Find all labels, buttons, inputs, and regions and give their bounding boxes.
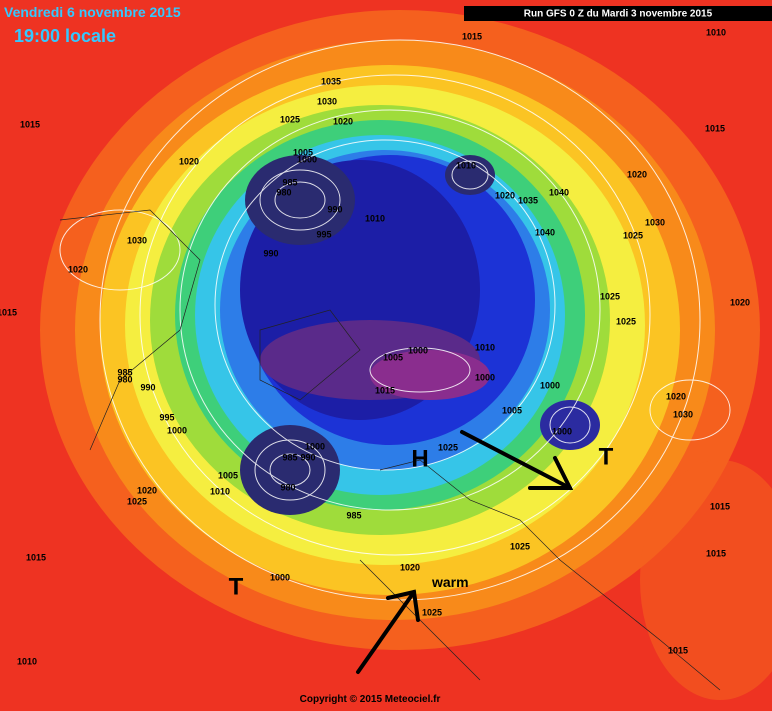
run-info: Run GFS 0 Z du Mardi 3 novembre 2015 <box>524 9 713 20</box>
isobar-label: 1000 <box>540 380 560 390</box>
isobar-label: 1000 <box>305 441 325 451</box>
isobar-label: 1035 <box>321 76 341 86</box>
isobar-label: 1000 <box>408 345 428 355</box>
low-marker: T <box>229 573 244 600</box>
isobar-label: 1025 <box>422 607 442 617</box>
isobar-label: 1030 <box>645 217 665 227</box>
date: Vendredi 6 novembre 2015 <box>4 4 181 20</box>
isobar-label: 1015 <box>706 548 726 558</box>
isobar-label: 1020 <box>400 562 420 572</box>
isobar-label: 1025 <box>127 496 147 506</box>
isobar-label: 1020 <box>627 169 647 179</box>
isobar-label: 1000 <box>297 154 317 164</box>
isobar-label: 1010 <box>210 486 230 496</box>
isobar-label: 1025 <box>438 442 458 452</box>
isobar-label: 995 <box>316 229 331 239</box>
isobar-label: 1040 <box>535 227 555 237</box>
isobar-label: 985 <box>346 510 361 520</box>
isobar-label: 1005 <box>218 470 238 480</box>
copyright: Copyright © 2015 Meteociel.fr <box>300 694 441 705</box>
isobar-label: 1015 <box>375 385 395 395</box>
isobar-label: 1000 <box>475 372 495 382</box>
isobar-label: 1035 <box>518 195 538 205</box>
isobar-label: 1000 <box>270 572 290 582</box>
isobar-label: 1020 <box>333 116 353 126</box>
isobar-label: 1025 <box>280 114 300 124</box>
isobar-label: 1005 <box>293 147 313 157</box>
isobar-label: 1005 <box>502 405 522 415</box>
pressure-fields <box>40 10 772 700</box>
isobar-label: 1000 <box>167 425 187 435</box>
isobar-label: 990 <box>263 248 278 258</box>
isobar-label: 1010 <box>365 213 385 223</box>
isobar-label: 1020 <box>137 485 157 495</box>
isobar-label: 1020 <box>730 297 750 307</box>
arrows <box>356 430 574 674</box>
time: 19:00 locale <box>14 26 116 46</box>
isobar-label: 990 <box>300 452 315 462</box>
isobar-label: 1025 <box>510 541 530 551</box>
isobar-label: 1020 <box>68 264 88 274</box>
isobar-label: 1010 <box>17 656 37 666</box>
isobar-label: 1015 <box>0 307 17 317</box>
isobar-label: 1025 <box>616 316 636 326</box>
isobar-label: 985 <box>282 452 297 462</box>
isobar-label: 1000 <box>552 426 572 436</box>
isobar-label: 980 <box>276 187 291 197</box>
isobar-label: 1015 <box>710 501 730 511</box>
isobar-label: 995 <box>159 412 174 422</box>
run-banner <box>464 6 772 21</box>
isobar-label: 1020 <box>179 156 199 166</box>
isobar-label: 980 <box>117 374 132 384</box>
low-marker: T <box>599 443 614 470</box>
high-marker: H <box>411 445 428 472</box>
isobar-label: 1015 <box>705 123 725 133</box>
isobar-label: 1030 <box>673 409 693 419</box>
warm-label: warm <box>431 574 469 590</box>
isobar-label: 985 <box>117 367 132 377</box>
isobar-label: 1010 <box>475 342 495 352</box>
isobar-label: 1025 <box>623 230 643 240</box>
isobar-label: 990 <box>327 204 342 214</box>
isobar-label: 1020 <box>495 190 515 200</box>
isobar-label: 1005 <box>383 352 403 362</box>
isobar-label: 1020 <box>666 391 686 401</box>
isobar-label: 1015 <box>668 645 688 655</box>
isobar-label: 1015 <box>20 119 40 129</box>
isobar-label: 1010 <box>706 27 726 37</box>
isobar-label: 980 <box>280 482 295 492</box>
isobar-label: 1030 <box>127 235 147 245</box>
isobar-label: 1015 <box>462 31 482 41</box>
isobar-label: 1040 <box>549 187 569 197</box>
isobar-label: 1010 <box>456 160 476 170</box>
isobar-label: 1025 <box>600 291 620 301</box>
isobar-label: 990 <box>140 382 155 392</box>
isobar-label: 985 <box>282 177 297 187</box>
isobar-label: 1015 <box>26 552 46 562</box>
isobar-label: 1030 <box>317 96 337 106</box>
